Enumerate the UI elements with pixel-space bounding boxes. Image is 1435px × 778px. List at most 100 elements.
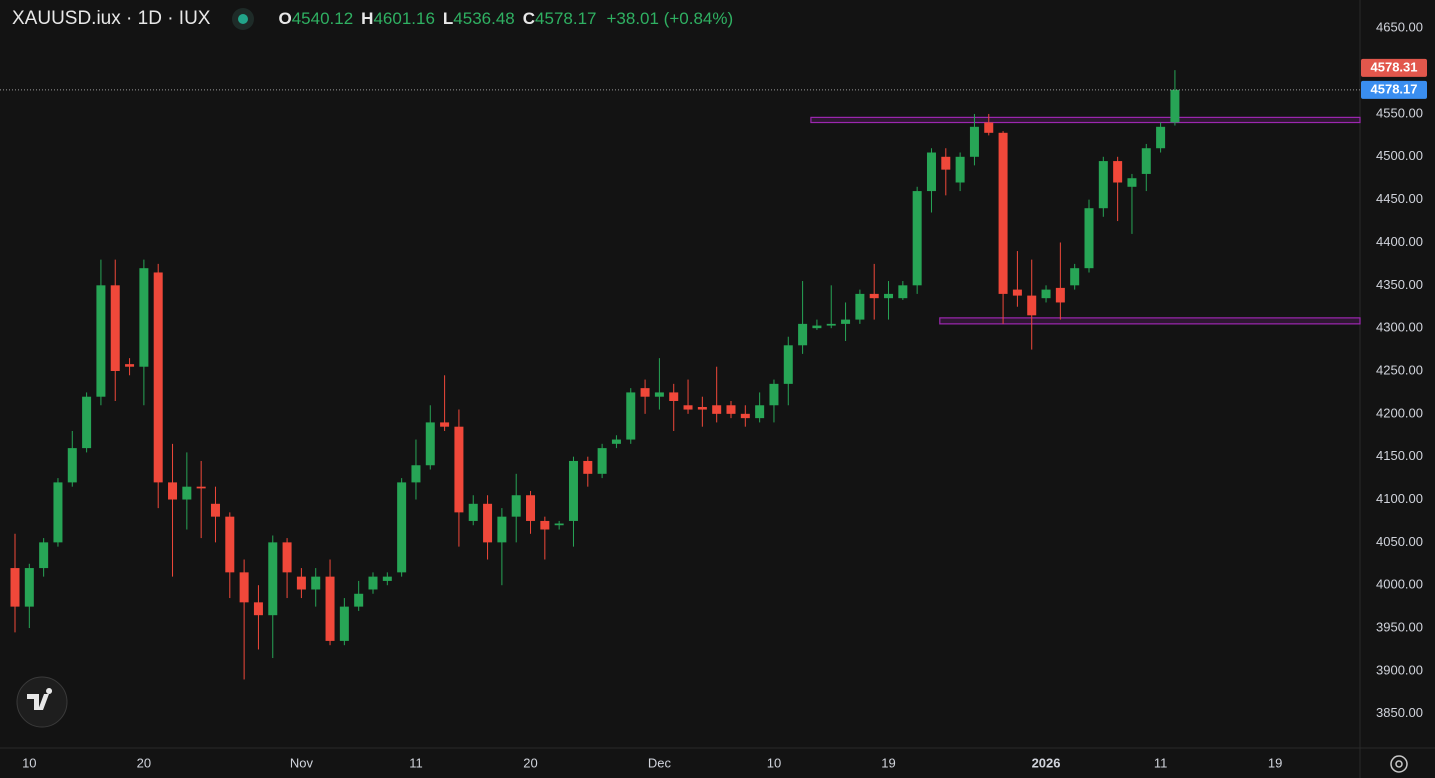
price-zone	[810, 116, 1361, 124]
ohlc-key: H	[361, 9, 374, 28]
candle-body	[712, 405, 722, 414]
x-tick-label: 11	[1154, 755, 1168, 770]
x-tick-label: 2026	[1032, 755, 1061, 770]
x-tick-label: 20	[523, 755, 537, 770]
y-tick-label: 4150.00	[1376, 448, 1423, 463]
candle-body	[39, 542, 49, 569]
x-tick-label: 19	[1268, 755, 1282, 770]
ohlc-value: 4601.16	[373, 9, 435, 28]
candle-body	[554, 523, 564, 526]
y-tick-label: 4400.00	[1376, 234, 1423, 249]
candle-body	[1141, 148, 1151, 174]
candle-body	[884, 293, 894, 299]
candle-body	[296, 576, 306, 590]
candle-body	[468, 503, 478, 521]
ohlc-value: 4540.12	[291, 9, 354, 28]
candle-body	[1127, 178, 1137, 187]
y-tick-label: 4550.00	[1376, 105, 1423, 120]
candle-body	[798, 323, 808, 346]
candle-body	[583, 460, 593, 474]
candle-body	[1098, 161, 1108, 209]
x-tick-label: 10	[767, 755, 781, 770]
candle-body	[511, 495, 521, 517]
ohlc-legend: O 4540.12 H 4601.16 L 4536.48 C 4578.17	[270, 9, 596, 29]
candle-body	[411, 465, 421, 483]
candle-body	[382, 576, 392, 581]
candle-body	[425, 422, 435, 466]
candle-body	[697, 406, 707, 410]
ohlc-key: C	[522, 9, 536, 28]
candle-body	[10, 568, 20, 607]
ohlc-key: O	[278, 9, 292, 28]
candle-body	[526, 495, 536, 521]
candle-body	[926, 152, 936, 192]
candle-body	[397, 482, 407, 573]
ohlc-value: 4536.48	[453, 9, 515, 28]
price-label-bg	[1361, 80, 1427, 99]
candle-body	[984, 122, 994, 133]
candle-body	[454, 426, 464, 513]
gear[interactable]	[1390, 755, 1408, 773]
candle-body	[898, 285, 908, 299]
candle-body	[826, 323, 836, 326]
header: XAUUSD.iux · 1D · IUX O 4540.12 H 4601.16 L 4…	[12, 8, 733, 30]
candle-body	[210, 503, 220, 517]
candle-body	[841, 319, 851, 324]
candle-body	[239, 572, 249, 603]
candle-body	[67, 448, 77, 483]
candle-body	[139, 268, 149, 367]
candle-body	[998, 132, 1008, 294]
candle-body	[53, 482, 63, 543]
candle-body	[225, 516, 235, 573]
x-tick-label: 19	[881, 755, 895, 770]
y-tick-label: 4500.00	[1376, 148, 1423, 163]
candle-body	[855, 293, 865, 320]
candle-body	[568, 460, 578, 521]
candle-body	[96, 285, 106, 397]
candle-body	[325, 576, 335, 641]
candle-body	[1027, 295, 1037, 316]
change: +38.01 (+0.84%)	[606, 9, 734, 28]
price-label-bg	[1361, 58, 1427, 77]
candle-body	[1084, 208, 1094, 269]
candle-body	[669, 392, 679, 401]
candle-body	[82, 396, 92, 449]
x-tick-label: 10	[22, 755, 36, 770]
candle-body	[1156, 126, 1166, 149]
candle-body	[540, 520, 550, 530]
candle-body	[955, 156, 965, 183]
candle-body	[941, 156, 951, 170]
ohlc-key: L	[442, 9, 454, 28]
ohlc-value: 4578.17	[535, 9, 597, 28]
tv-logo[interactable]	[16, 676, 68, 728]
candle-body	[354, 593, 364, 607]
candle-body	[1055, 287, 1065, 303]
candle-body	[440, 422, 450, 427]
y-tick-label: 4650.00	[1376, 20, 1423, 35]
settings-icon[interactable]	[1390, 755, 1408, 773]
candle-body	[1113, 161, 1123, 183]
gear-hub[interactable]	[1395, 760, 1403, 768]
candle-body	[268, 542, 278, 616]
candle-body	[755, 405, 765, 419]
candle-body	[1012, 289, 1022, 296]
symbol-title[interactable]: XAUUSD.iux · 1D · IUX	[12, 8, 211, 29]
candle-body	[1070, 268, 1080, 286]
logo-mark[interactable]	[27, 688, 53, 710]
candle-body	[740, 413, 750, 419]
x-tick-label: Dec	[648, 755, 672, 770]
candle-body	[869, 293, 879, 299]
candle-body	[1041, 289, 1051, 299]
y-tick-label: 4100.00	[1376, 491, 1423, 506]
candle-body	[253, 602, 263, 616]
price-zone	[939, 317, 1361, 325]
y-tick-label: 4350.00	[1376, 277, 1423, 292]
candle-body	[683, 405, 693, 410]
y-tick-label: 4000.00	[1376, 577, 1423, 592]
candle-body	[110, 285, 120, 372]
candle-body	[24, 568, 34, 607]
status-dot	[232, 8, 255, 30]
y-tick-label: 4200.00	[1376, 405, 1423, 420]
candle-body	[783, 345, 793, 384]
